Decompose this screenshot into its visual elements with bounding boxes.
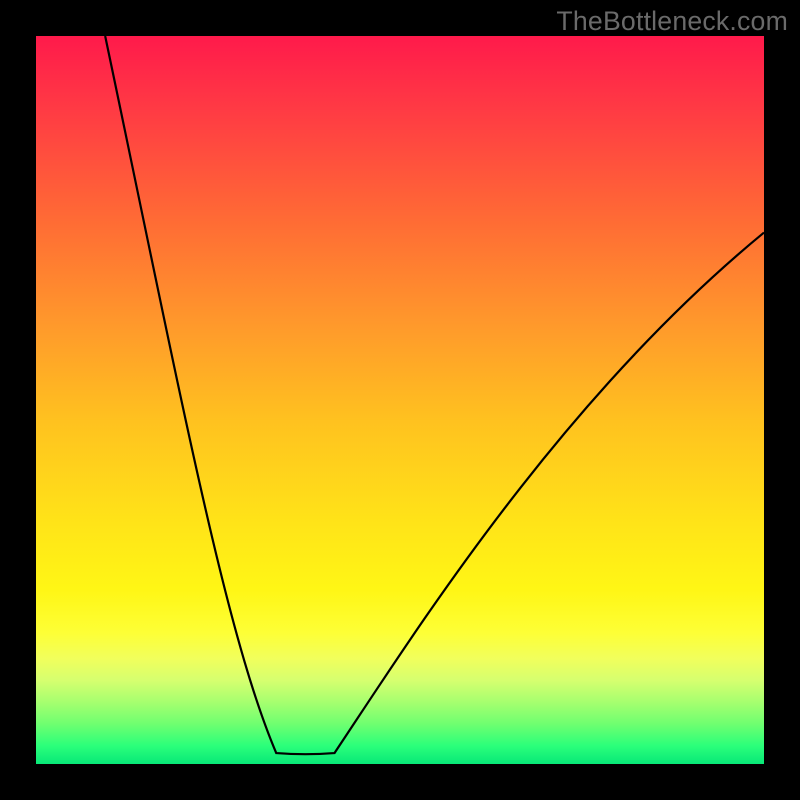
chart-svg: [0, 0, 800, 800]
chart-frame: TheBottleneck.com: [0, 0, 800, 800]
watermark-text: TheBottleneck.com: [556, 6, 788, 37]
